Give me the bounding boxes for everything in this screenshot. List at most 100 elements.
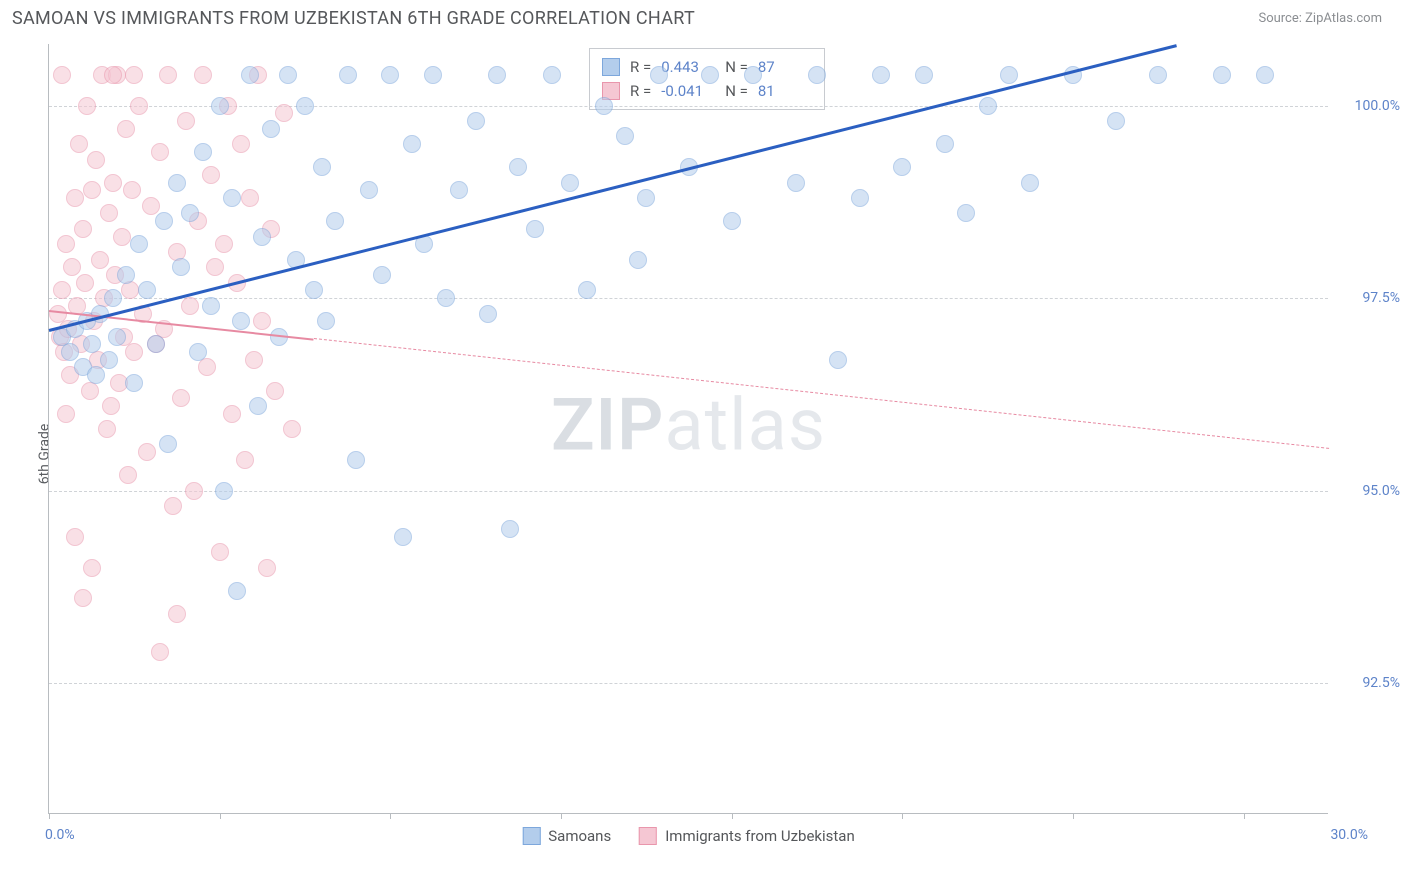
scatter-point-a xyxy=(87,366,105,384)
scatter-point-a xyxy=(1213,66,1231,84)
scatter-point-a xyxy=(360,181,378,199)
y-tick-label: 92.5% xyxy=(1362,675,1400,691)
scatter-point-a xyxy=(561,174,579,192)
scatter-point-a xyxy=(578,281,596,299)
scatter-point-b xyxy=(253,312,271,330)
scatter-point-a xyxy=(262,120,280,138)
scatter-point-a xyxy=(279,66,297,84)
scatter-point-a xyxy=(83,335,101,353)
scatter-point-b xyxy=(76,274,94,292)
scatter-point-b xyxy=(74,220,92,238)
scatter-point-b xyxy=(245,351,263,369)
trendline-b-dashed xyxy=(313,338,1329,449)
x-tick xyxy=(390,813,391,819)
scatter-point-b xyxy=(177,112,195,130)
scatter-point-a xyxy=(215,482,233,500)
scatter-point-b xyxy=(66,528,84,546)
scatter-point-a xyxy=(543,66,561,84)
scatter-point-b xyxy=(258,559,276,577)
y-tick-label: 95.0% xyxy=(1362,483,1400,499)
scatter-point-a xyxy=(787,174,805,192)
scatter-point-a xyxy=(915,66,933,84)
scatter-point-a xyxy=(394,528,412,546)
scatter-point-b xyxy=(57,235,75,253)
legend: SamoansImmigrants from Uzbekistan xyxy=(522,827,855,845)
scatter-point-b xyxy=(91,251,109,269)
scatter-point-a xyxy=(339,66,357,84)
scatter-point-b xyxy=(63,258,81,276)
scatter-point-a xyxy=(893,158,911,176)
scatter-point-a xyxy=(232,312,250,330)
scatter-point-a xyxy=(467,112,485,130)
scatter-point-a xyxy=(155,212,173,230)
x-tick xyxy=(902,813,903,819)
y-tick-label: 100.0% xyxy=(1355,98,1400,114)
scatter-point-b xyxy=(87,151,105,169)
scatter-point-b xyxy=(83,181,101,199)
scatter-point-b xyxy=(232,135,250,153)
scatter-point-b xyxy=(98,420,116,438)
scatter-point-a xyxy=(509,158,527,176)
scatter-point-a xyxy=(595,97,613,115)
legend-item: Samoans xyxy=(522,827,611,845)
stats-r-label: R = xyxy=(630,79,651,103)
stats-n-value: 87 xyxy=(758,55,812,79)
scatter-point-b xyxy=(83,559,101,577)
scatter-point-a xyxy=(616,127,634,145)
scatter-point-b xyxy=(223,405,241,423)
chart-container: 6th Grade ZIPatlas R =0.443N =87R =-0.04… xyxy=(12,44,1392,864)
scatter-point-a xyxy=(744,66,762,84)
scatter-point-b xyxy=(211,543,229,561)
scatter-point-b xyxy=(57,405,75,423)
x-tick xyxy=(1073,813,1074,819)
scatter-point-b xyxy=(100,204,118,222)
gridline xyxy=(49,298,1328,299)
scatter-point-a xyxy=(1021,174,1039,192)
scatter-point-a xyxy=(317,312,335,330)
scatter-point-b xyxy=(202,166,220,184)
scatter-point-b xyxy=(215,235,233,253)
scatter-point-a xyxy=(808,66,826,84)
scatter-point-a xyxy=(501,520,519,538)
scatter-point-b xyxy=(198,358,216,376)
gridline xyxy=(49,683,1328,684)
scatter-point-b xyxy=(266,382,284,400)
scatter-point-a xyxy=(957,204,975,222)
scatter-point-a xyxy=(223,189,241,207)
scatter-point-a xyxy=(108,328,126,346)
scatter-point-a xyxy=(1107,112,1125,130)
scatter-point-a xyxy=(403,135,421,153)
scatter-point-b xyxy=(53,66,71,84)
scatter-point-a xyxy=(450,181,468,199)
stats-r-label: R = xyxy=(630,55,651,79)
scatter-point-a xyxy=(189,343,207,361)
scatter-point-a xyxy=(701,66,719,84)
gridline xyxy=(49,106,1328,107)
x-axis-end-label: 30.0% xyxy=(1330,827,1368,843)
stats-n-value: 81 xyxy=(758,79,812,103)
scatter-point-a xyxy=(211,97,229,115)
scatter-point-b xyxy=(138,443,156,461)
scatter-point-b xyxy=(130,97,148,115)
x-tick xyxy=(561,813,562,819)
scatter-point-a xyxy=(347,451,365,469)
y-tick-label: 97.5% xyxy=(1362,290,1400,306)
watermark: ZIPatlas xyxy=(551,382,826,467)
legend-swatch xyxy=(639,827,657,845)
scatter-point-a xyxy=(241,66,259,84)
scatter-point-a xyxy=(650,66,668,84)
scatter-point-a xyxy=(1000,66,1018,84)
scatter-point-a xyxy=(202,297,220,315)
scatter-point-a xyxy=(1149,66,1167,84)
scatter-point-b xyxy=(104,66,122,84)
legend-swatch xyxy=(522,827,540,845)
scatter-point-b xyxy=(78,97,96,115)
scatter-point-a xyxy=(130,235,148,253)
scatter-point-b xyxy=(206,258,224,276)
scatter-point-a xyxy=(979,97,997,115)
scatter-point-b xyxy=(102,397,120,415)
scatter-point-a xyxy=(100,351,118,369)
x-tick xyxy=(1244,813,1245,819)
scatter-point-a xyxy=(194,143,212,161)
scatter-point-b xyxy=(185,482,203,500)
